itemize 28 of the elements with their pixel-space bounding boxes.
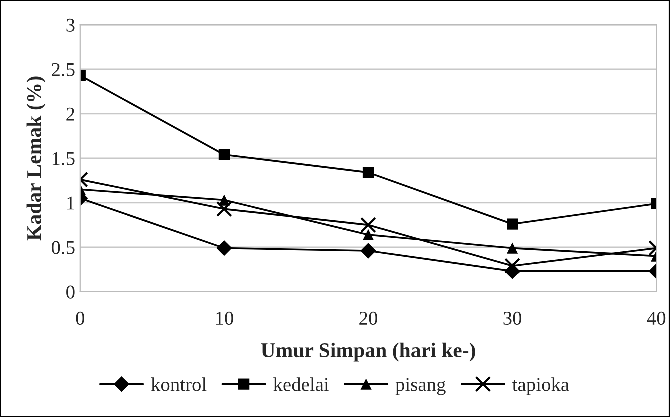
- x-tick-label: 20: [360, 312, 378, 326]
- point: [362, 229, 374, 241]
- y-tick-label: 1.5: [52, 152, 75, 166]
- point: [504, 258, 521, 274]
- legend-label: kedelai: [274, 378, 330, 392]
- point: [360, 217, 376, 234]
- point: [216, 240, 232, 256]
- y-axis-title: Kadar Lemak (%): [26, 76, 46, 241]
- point: [506, 218, 518, 230]
- y-tick-label: 0: [66, 286, 75, 299]
- x-tick-label: 40: [647, 312, 666, 326]
- y-tick-label: 2.5: [52, 63, 75, 77]
- point: [216, 201, 232, 218]
- y-tick-label: 1: [68, 196, 74, 210]
- point: [362, 167, 374, 178]
- legend-label: kontrol: [151, 378, 207, 392]
- x-axis-title: Umur Simpan (hari ke-): [261, 342, 476, 362]
- legend-label: pisang: [396, 378, 446, 396]
- point: [506, 242, 518, 254]
- y-tick-label: 0.5: [52, 241, 75, 254]
- x-tick-label: 30: [504, 312, 522, 326]
- point: [218, 149, 230, 160]
- x-tick-label: 0: [76, 312, 85, 326]
- legend-label: tapioka: [512, 378, 570, 396]
- x-tick-label: 10: [216, 312, 234, 326]
- point: [360, 243, 376, 259]
- y-tick-label: 2: [66, 108, 74, 121]
- y-tick-label: 3: [66, 18, 75, 32]
